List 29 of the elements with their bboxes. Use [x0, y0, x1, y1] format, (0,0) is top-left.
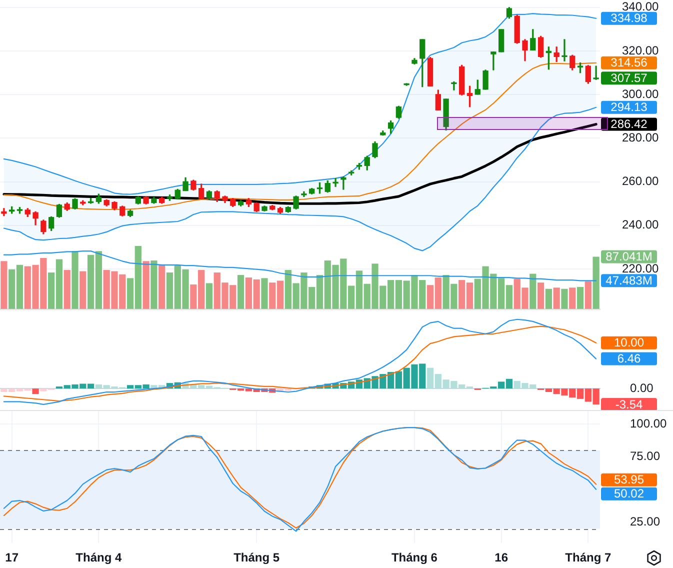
y-tick-label: 320.00 [622, 43, 660, 58]
text: 87.041M [606, 250, 652, 264]
y-tick-label: 240.00 [622, 218, 660, 232]
y-tick-label: 260.00 [622, 174, 660, 188]
data-label: 50.02 [614, 486, 644, 501]
x-tick-label: 16 [494, 550, 508, 565]
text: 47.483M [606, 273, 652, 288]
text: -3.54 [615, 397, 643, 412]
y-tick-label: 25.00 [630, 514, 660, 528]
data-label: 314.56 [610, 56, 648, 70]
data-label: 294.13 [610, 100, 648, 114]
y-tick-label: 340.00 [622, 0, 660, 14]
y-tick-label: 100.00 [630, 416, 668, 430]
text: 10.00 [614, 336, 644, 350]
x-tick-label: Tháng 5 [234, 550, 280, 565]
data-label: 286.42 [610, 117, 648, 132]
text: 0.00 [630, 380, 654, 395]
y-tick-label: 75.00 [630, 449, 660, 464]
y-tick-label: 300.00 [622, 86, 660, 101]
y-tick-label: 280.00 [622, 130, 660, 145]
x-tick-label: Tháng 7 [565, 550, 612, 565]
x-tick-label: Tháng 6 [391, 550, 438, 565]
x-tick-label: 17 [5, 550, 19, 565]
text: 6.46 [617, 352, 641, 366]
data-label: 334.98 [610, 11, 648, 26]
data-label: 53.95 [614, 472, 644, 487]
text: 307.57 [610, 70, 648, 85]
x-tick-label: Tháng 4 [76, 550, 122, 565]
y-tick-label: 220.00 [622, 261, 660, 276]
